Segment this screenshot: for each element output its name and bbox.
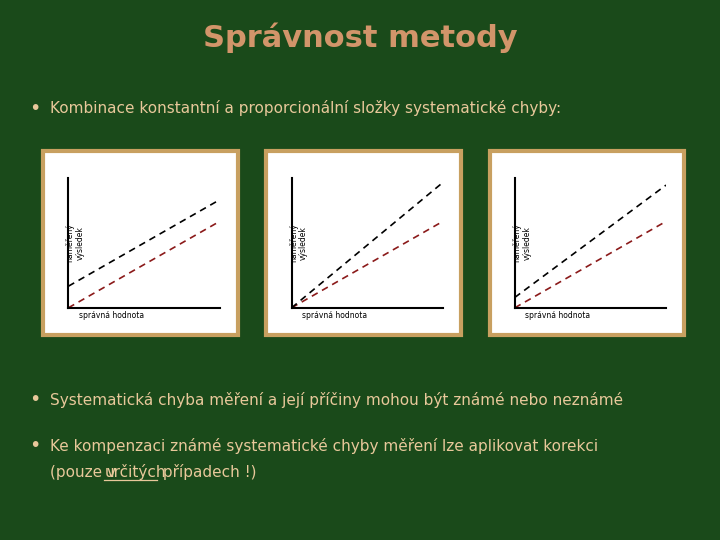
Y-axis label: naměřený
výsledek: naměřený výsledek (66, 224, 85, 262)
Text: Správnost metody: Správnost metody (203, 23, 517, 53)
FancyBboxPatch shape (43, 151, 238, 335)
Text: (pouze v: (pouze v (50, 465, 121, 480)
FancyBboxPatch shape (490, 151, 684, 335)
Text: •: • (29, 436, 40, 455)
X-axis label: správná hodnota: správná hodnota (79, 310, 144, 320)
Text: •: • (29, 390, 40, 409)
X-axis label: správná hodnota: správná hodnota (302, 310, 367, 320)
Text: Ke kompenzaci známé systematické chyby měření lze aplikovat korekci: Ke kompenzaci známé systematické chyby m… (50, 437, 598, 454)
Text: Systematická chyba měření a její příčiny mohou být známé nebo neznámé: Systematická chyba měření a její příčiny… (50, 392, 624, 408)
X-axis label: správná hodnota: správná hodnota (526, 310, 590, 320)
Text: Kombinace konstantní a proporcionální složky systematické chyby:: Kombinace konstantní a proporcionální sl… (50, 100, 562, 116)
Y-axis label: naměřený
výsledek: naměřený výsledek (512, 224, 531, 262)
Text: •: • (29, 98, 40, 118)
Text: případech !): případech !) (158, 464, 256, 481)
FancyBboxPatch shape (266, 151, 461, 335)
Text: určitých: určitých (104, 464, 166, 481)
Y-axis label: naměřený
výsledek: naměřený výsledek (289, 224, 308, 262)
